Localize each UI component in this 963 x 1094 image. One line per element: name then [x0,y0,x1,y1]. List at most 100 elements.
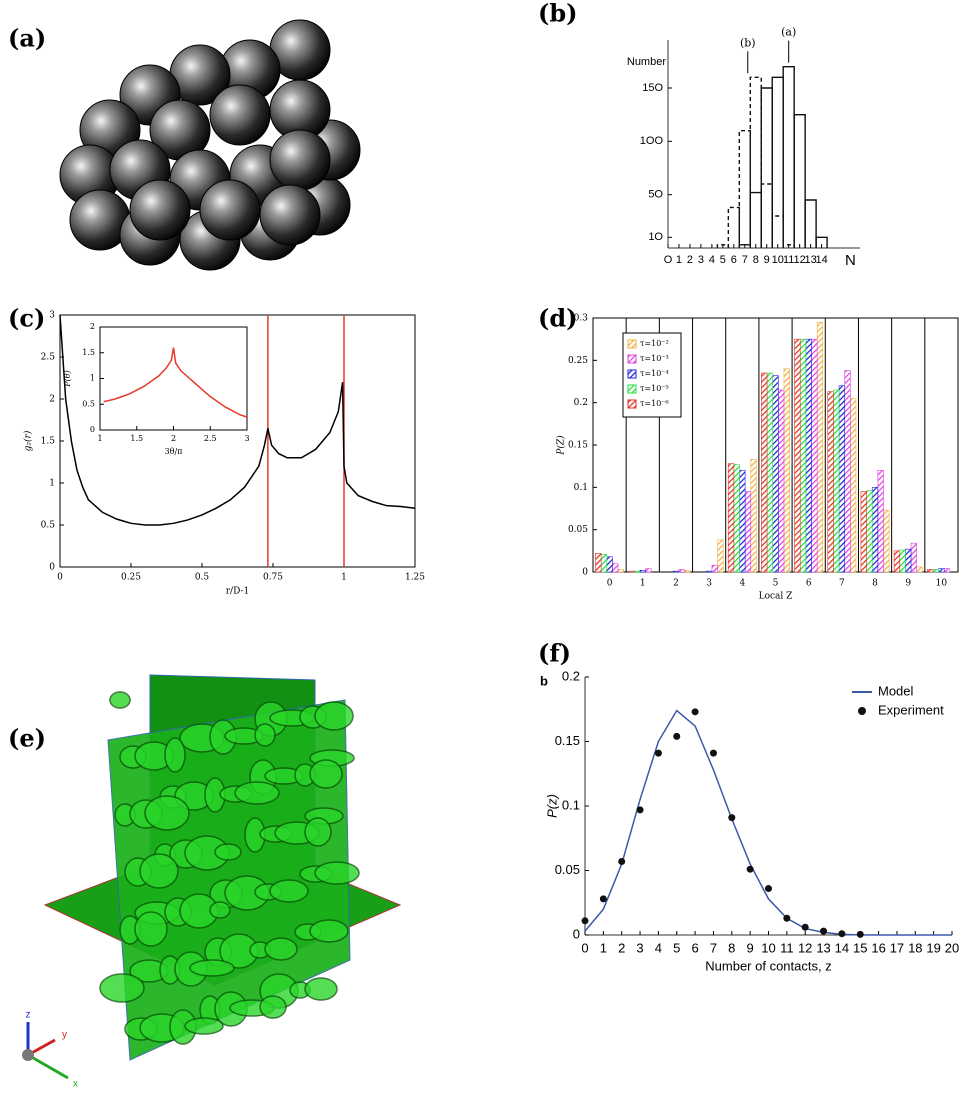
x-axis-title: r/D-1 [226,587,249,597]
x-tick-label: 8 [728,940,735,955]
particle [209,901,231,919]
bar [744,491,752,573]
x-tick-label: 2 [171,434,176,443]
y-tick-label: 0.05 [568,525,588,535]
x-tick-label: 5 [720,254,726,266]
bar [706,570,713,573]
particle [264,937,298,961]
x-tick-label: 5 [773,579,779,589]
legend-swatch [627,354,637,364]
y-tick-label: 0.15 [555,733,580,748]
histogram-step [738,129,751,248]
bar [866,490,873,573]
x-tick-label: 4 [739,579,745,589]
y-tick-label: 1.5 [41,437,56,447]
histogram-step [771,215,784,248]
x-tick-label: 16 [871,940,885,955]
x-tick-label: 0.5 [195,573,210,583]
y-axis-title: g₂(r) [23,430,34,451]
x-tick-label: 19 [926,940,940,955]
particle [309,919,349,943]
bar [761,372,768,573]
x-tick-label: 14 [835,940,849,955]
x-tick-label: 0 [581,940,588,955]
bar [612,563,619,573]
annotation: (b) [740,36,756,49]
axis-icon-label: z [26,1010,31,1021]
bar [794,338,801,573]
x-tick-label: 18 [908,940,922,955]
bar [883,509,890,573]
bar [778,389,785,573]
y-tick-label: 0 [49,563,55,573]
bar [772,375,779,573]
legend-label: τ=10⁻⁴ [640,369,669,378]
bar [672,570,680,573]
legend-label: Model [878,683,914,698]
x-tick-label: 1 [600,940,607,955]
panel-label: (c) [8,304,45,333]
x-tick-label: 2 [673,579,679,589]
y-tick-label: 3 [49,311,55,321]
y-tick-label: 15O [642,82,663,94]
y-axis-title: P(z) [544,794,559,818]
particle-slices [99,691,360,1045]
y-tick-label: 2.5 [41,353,56,363]
bar [871,487,879,573]
data-line [59,314,416,526]
x-tick-label: 9 [905,579,911,589]
particle [214,843,242,861]
legend-label: τ=10⁻⁶ [640,399,669,408]
particle [304,817,332,847]
x-tick-label: 7 [839,579,845,589]
data-point [618,857,626,865]
y-tick-label: 0.3 [574,314,589,324]
bar [600,553,608,573]
bar [938,568,945,573]
x-tick-label: 0 [607,579,613,589]
bar [684,570,691,573]
y-tick-label: 0.05 [555,862,580,877]
data-point [820,927,828,935]
x-tick-label: 5 [673,940,680,955]
data-point [691,708,699,716]
histogram-step [815,236,828,248]
bar [899,549,906,573]
panel-label: (e) [8,724,46,753]
x-tick-label: 3 [636,940,643,955]
y-tick-label: 0.15 [568,441,588,451]
x-tick-label: 0.75 [263,573,283,583]
x-tick-label: 7 [710,940,717,955]
x-tick-label: 6 [691,940,698,955]
particle [309,759,343,789]
x-tick-label: 1.25 [405,573,425,583]
x-tick-label: 17 [890,940,904,955]
legend-marker [858,707,866,715]
y-tick-label: 5O [648,189,663,201]
bar [850,398,857,573]
annotation: (a) [781,26,796,39]
bar [595,553,602,573]
bar [893,550,901,573]
y-tick-label: 0.1 [574,483,588,493]
x-tick-label: 10 [772,254,784,266]
bar [783,368,790,573]
chart: 00.050.10.150.20 1 2 3 4 5 6 7 8 9 10 11 12 13 14 15 16 1… [540,668,959,973]
y-tick-label: 0.5 [41,521,56,531]
x-axis-title: Number of contacts, z [705,958,831,973]
y-tick-label: 0.2 [574,398,588,408]
legend-label: τ=10⁻³ [640,354,669,363]
x-tick-label: 20 [945,940,959,955]
axis-icon-label: x [73,1079,78,1090]
data-point [728,814,736,822]
data-point [856,930,864,938]
x-tick-label: 1 [676,254,682,266]
bar [799,338,807,573]
sphere [209,84,271,146]
y-tick-label: 2 [49,395,55,405]
x-tick-label: 12 [798,940,812,955]
x-tick-label: 1 [97,434,102,443]
bar [634,570,641,573]
data-point [783,914,791,922]
data-point [654,749,662,757]
